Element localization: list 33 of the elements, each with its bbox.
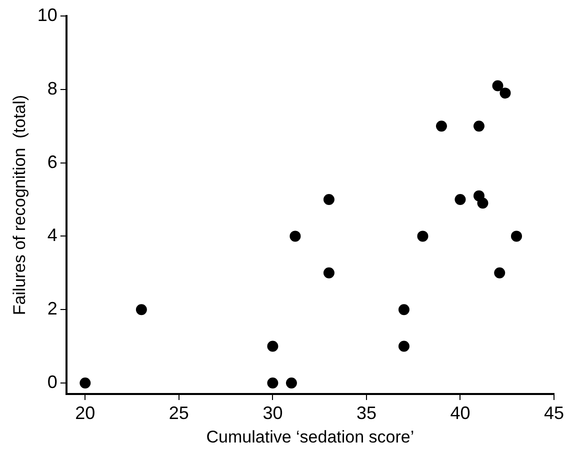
- x-tick-label: 35: [356, 402, 376, 423]
- point: [323, 267, 334, 278]
- point: [267, 377, 278, 388]
- point: [398, 304, 410, 316]
- x-axis-title: Cumulative ‘sedation score’: [206, 427, 414, 446]
- point: [510, 230, 522, 242]
- point: [323, 194, 334, 205]
- point: [494, 267, 506, 278]
- x-tick-label: 40: [450, 402, 470, 423]
- point: [477, 198, 488, 209]
- point: [80, 377, 91, 388]
- y-tick-label: 10: [37, 4, 58, 25]
- point: [398, 340, 410, 352]
- y-tick-label: 6: [47, 152, 58, 172]
- point: [417, 230, 428, 242]
- x-tick-label: 25: [168, 402, 189, 423]
- point: [492, 80, 504, 92]
- y-tick-label: 0: [47, 372, 58, 392]
- y-axis-title: Failures of recognition (total): [10, 94, 29, 316]
- x-tick-label: 45: [544, 402, 564, 423]
- point: [454, 194, 466, 205]
- point: [136, 304, 147, 316]
- point: [290, 230, 301, 242]
- point: [500, 88, 511, 99]
- point: [267, 340, 278, 352]
- y-tick-label: 4: [47, 225, 58, 246]
- point: [286, 377, 297, 388]
- x-tick-label: 20: [75, 402, 96, 423]
- point: [473, 120, 484, 132]
- x-tick-label: 30: [262, 402, 283, 423]
- y-tick-label: 2: [47, 298, 58, 319]
- point: [436, 120, 447, 132]
- y-tick-label: 8: [47, 78, 58, 98]
